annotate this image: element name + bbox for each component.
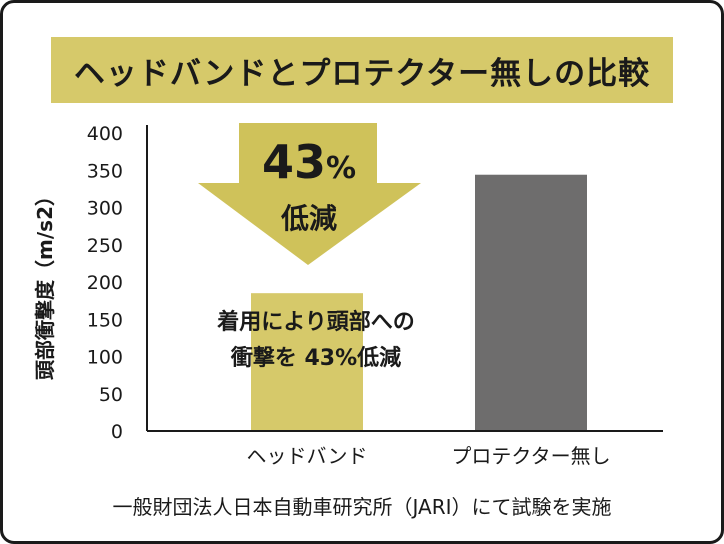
bar-chart: 0 50 100 150 200 250 300 350 400 ヘッドバンド プロテクター無し [87,123,663,468]
y-tick-label: 50 [99,384,123,406]
y-tick-label: 0 [111,421,123,443]
x-category-label: プロテクター無し [451,444,610,468]
y-tick-label: 250 [87,235,123,257]
bar-headband [251,293,363,431]
y-tick-label: 350 [87,160,123,182]
reduction-value: 43 [261,135,326,189]
y-axis-label: 頭部衝撃度（m/s2） [33,186,57,380]
title-banner: ヘッドバンドとプロテクター無しの比較 [51,37,673,103]
bar-annotation: 着用により頭部への 衝撃を 43%低減 [181,305,451,377]
bar-no-protector [475,174,587,431]
y-tick-label: 100 [87,347,123,369]
reduction-arrow [198,123,421,265]
reduction-callout-value: 43% [3,135,615,189]
chart-title: ヘッドバンドとプロテクター無しの比較 [73,55,651,92]
reduction-unit: % [325,151,357,186]
x-category-label: ヘッドバンド [247,444,368,468]
y-tick-label: 400 [87,123,123,145]
annotation-line-1: 着用により頭部への [217,310,415,335]
reduction-callout-label: 低減 [280,202,337,235]
source-footnote: 一般財団法人日本自動車研究所（JARI）にて試験を実施 [112,495,612,519]
annotation-line-2: 衝撃を 43%低減 [230,346,402,371]
y-tick-label: 200 [87,272,123,294]
y-tick-label: 300 [87,198,123,220]
y-tick-label: 150 [87,309,123,331]
